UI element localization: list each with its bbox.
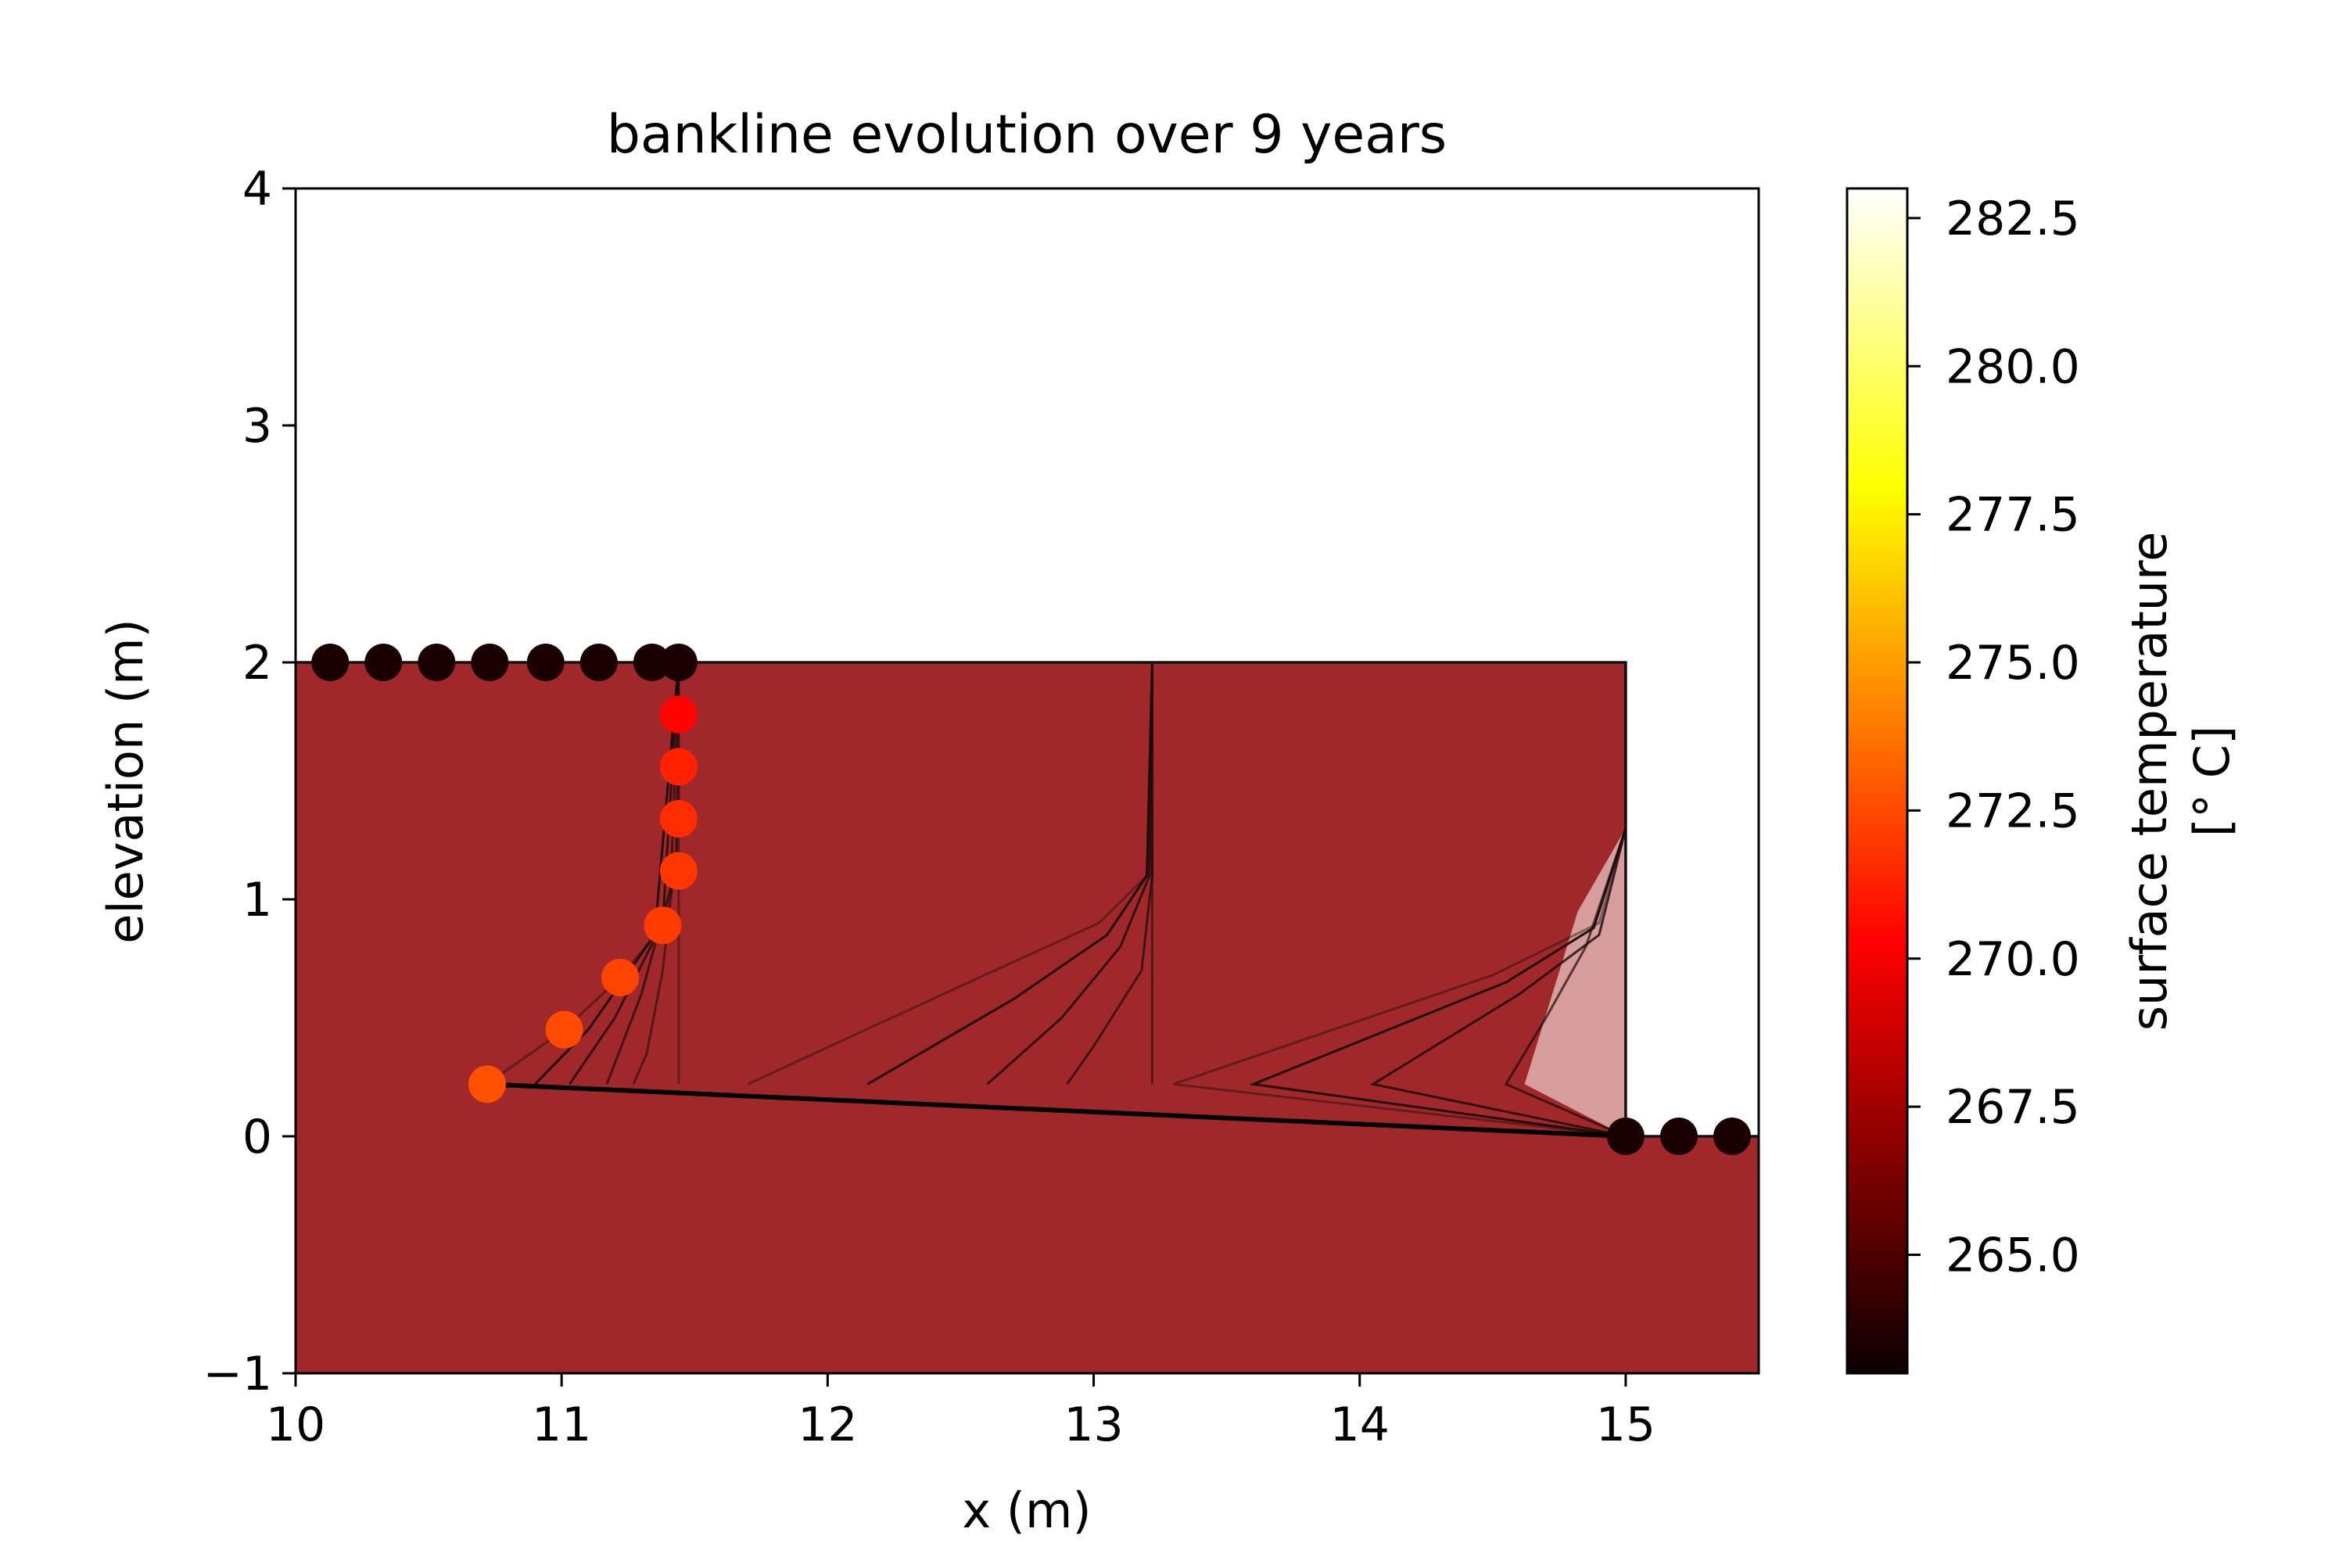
colorbar-tick-label: 272.5 xyxy=(1946,784,2080,838)
node-point xyxy=(601,958,640,996)
bank-profile-line xyxy=(632,662,680,1085)
node-point xyxy=(633,644,671,681)
x-tick-label: 10 xyxy=(266,1398,325,1452)
node-point xyxy=(659,644,698,681)
y-tick-label: 4 xyxy=(242,162,272,217)
node-point xyxy=(1659,1118,1698,1155)
x-tick-label: 12 xyxy=(798,1398,857,1452)
colorbar-label-line1: surface temperature xyxy=(2121,532,2178,1032)
y-tick-label: 3 xyxy=(242,399,272,454)
node-point xyxy=(545,1010,583,1049)
colorbar-tick-label: 277.5 xyxy=(1946,488,2080,543)
node-point xyxy=(659,799,698,838)
colorbar xyxy=(1847,188,1907,1373)
bank-profile-line xyxy=(1173,662,1627,1138)
node-point xyxy=(659,748,698,786)
node-point xyxy=(418,644,456,681)
plot-frame xyxy=(294,187,1760,1375)
y-tick-label: 0 xyxy=(242,1110,272,1164)
node-point xyxy=(1606,1118,1645,1155)
colorbar-ticks: 265.0 267.5 270.0 272.5 275.0 277.5 280.0 282.5 xyxy=(1907,192,2080,1283)
y-axis-ticks: −1 0 1 2 3 4 xyxy=(203,162,296,1401)
y-tick-label: 1 xyxy=(242,873,272,928)
bank-profile-line xyxy=(1066,662,1153,1085)
node-point xyxy=(364,644,403,681)
node-point xyxy=(311,644,350,681)
bank-profile-line xyxy=(569,662,680,1085)
node-point xyxy=(579,644,618,681)
colorbar-label-line2: [° C] xyxy=(2183,726,2240,837)
x-tick-label: 14 xyxy=(1330,1398,1390,1452)
colorbar-tick-label: 270.0 xyxy=(1946,932,2080,987)
x-tick-label: 15 xyxy=(1596,1398,1655,1452)
node-point xyxy=(644,906,682,945)
bank-fill xyxy=(296,662,1759,1373)
bank-profile-line xyxy=(986,662,1153,1085)
colorbar-tick-label: 275.0 xyxy=(1946,636,2080,691)
chart-title: bankline evolution over 9 years xyxy=(607,104,1447,166)
x-tick-label: 13 xyxy=(1064,1398,1123,1452)
node-point xyxy=(659,695,698,734)
y-tick-label: 2 xyxy=(242,636,272,691)
y-axis-label: elevation (m) xyxy=(97,619,154,943)
colorbar-tick-label: 280.0 xyxy=(1946,339,2080,394)
x-axis-ticks: 10 11 12 13 14 15 xyxy=(266,1373,1655,1452)
node-point xyxy=(659,852,698,890)
node-point xyxy=(468,1065,506,1103)
colorbar-tick-label: 282.5 xyxy=(1946,192,2080,246)
colorbar-tick-label: 267.5 xyxy=(1946,1080,2080,1135)
x-tick-label: 11 xyxy=(532,1398,591,1452)
colorbar-tick-label: 265.0 xyxy=(1946,1229,2080,1283)
node-point xyxy=(526,644,565,681)
channel-bed-line xyxy=(486,1082,1627,1139)
plot-area xyxy=(296,661,1759,1373)
colorbar-frame xyxy=(1846,187,1909,1375)
x-axis-label: x (m) xyxy=(962,1482,1091,1539)
bank-profile-line xyxy=(747,662,1153,1085)
y-tick-label: −1 xyxy=(203,1347,272,1401)
node-point xyxy=(1713,1118,1751,1155)
bank-profile-line xyxy=(866,662,1153,1085)
node-point xyxy=(471,644,509,681)
bank-profile-line xyxy=(1248,662,1627,1138)
node-markers xyxy=(311,644,1751,1155)
